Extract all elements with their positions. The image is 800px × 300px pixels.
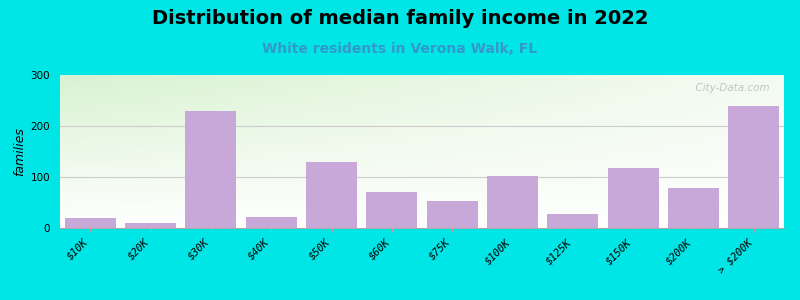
Bar (246, 217, 297, 228)
Bar (125, 223, 176, 228)
Bar (668, 188, 719, 228)
Bar (306, 162, 357, 228)
Text: City-Data.com: City-Data.com (689, 82, 770, 93)
Bar (185, 111, 237, 228)
Text: White residents in Verona Walk, FL: White residents in Verona Walk, FL (262, 42, 538, 56)
Bar (607, 168, 659, 228)
Bar (487, 176, 538, 228)
Bar (426, 202, 478, 228)
Bar (65, 218, 116, 228)
Y-axis label: families: families (14, 127, 26, 176)
Bar (547, 214, 598, 228)
Text: Distribution of median family income in 2022: Distribution of median family income in … (152, 9, 648, 28)
Bar (366, 192, 418, 228)
Bar (728, 106, 779, 228)
